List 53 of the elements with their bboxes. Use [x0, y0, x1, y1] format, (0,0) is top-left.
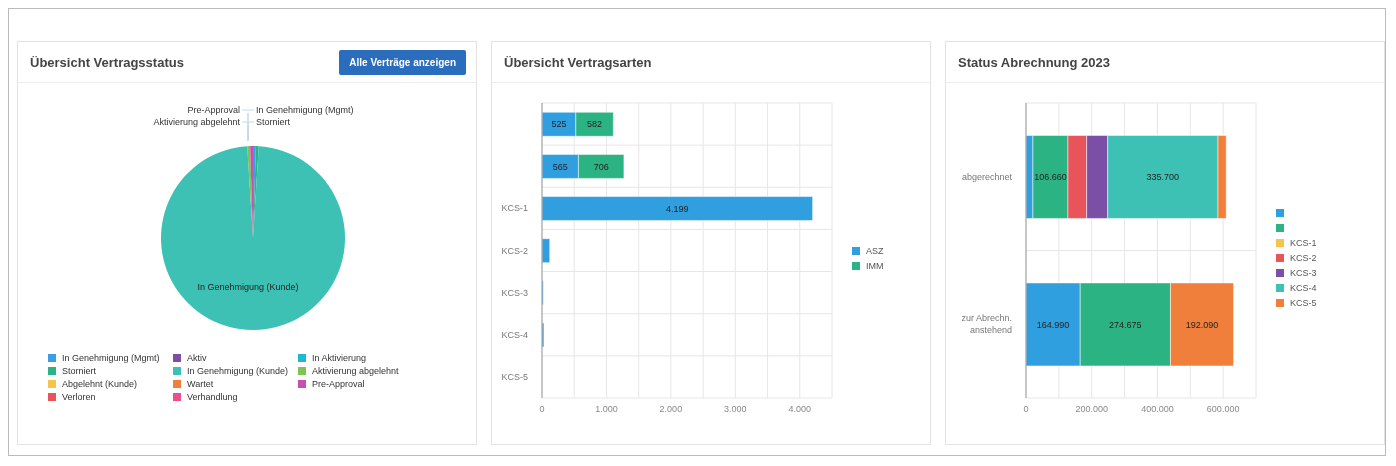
data-label: 164.990 — [1036, 319, 1070, 330]
data-label: 565 — [552, 161, 568, 172]
slice-label: In Genehmigung (Kunde) — [197, 282, 299, 293]
category-label: In Genehmigung (Mgmt) — [256, 105, 354, 115]
legend-label: KCS-4 — [1289, 283, 1317, 293]
x-tick-label: 3.000 — [724, 404, 747, 415]
legend-label: In Genehmigung (Kunde) — [186, 366, 290, 376]
x-tick-label: 1.000 — [595, 404, 618, 415]
x-tick-label: 0 — [1023, 404, 1029, 415]
legend-label: Wartet — [186, 379, 215, 389]
x-tick-label: 400.000 — [1141, 404, 1174, 415]
data-label: 335.700 — [1146, 172, 1180, 183]
legend-label: ASZ — [865, 245, 884, 256]
x-tick-label: 0 — [539, 404, 545, 415]
legend-label: Pre-Approval — [311, 379, 366, 389]
slice-label: Aktivierung abgelehnt — [153, 117, 241, 127]
data-label: 274.675 — [1109, 319, 1142, 330]
x-tick-label: 2.000 — [659, 404, 683, 415]
legend-label: Abgelehnt (Kunde) — [61, 379, 139, 389]
legend-label: Verloren — [61, 392, 97, 402]
slice-label: Pre-Approval — [187, 105, 240, 115]
legend-label: KCS-5 — [1289, 298, 1317, 308]
data-label: 192.090 — [1185, 319, 1219, 330]
y-tick-label: KCS-5 — [501, 371, 528, 382]
legend-label: IMM — [865, 260, 884, 271]
text: Alle Verträge anzeigen — [339, 49, 466, 75]
legend-label: KCS-1 — [1289, 238, 1317, 248]
x-tick-label: 4.000 — [788, 404, 812, 415]
chart-title: Status Abrechnung 2023 — [958, 54, 1110, 70]
legend-label: Storniert — [61, 366, 97, 376]
chart-title: Übersicht Vertragsarten — [504, 54, 652, 70]
legend-label: In Aktivierung — [311, 353, 368, 363]
y-tick-label: KCS-3 — [501, 287, 528, 298]
y-tick-label: abgerechnet — [961, 171, 1013, 182]
data-label: 4.199 — [666, 203, 689, 214]
data-label: 582 — [587, 119, 603, 130]
y-tick-label: KCS-4 — [501, 329, 528, 340]
y-tick-label: zur Abrechn. anstehend — [961, 313, 1012, 336]
legend-label: Verhandlung — [186, 392, 239, 402]
data-label: 525 — [551, 119, 567, 130]
category-label: Storniert — [256, 117, 291, 127]
data-label: 706 — [593, 161, 609, 172]
legend-label: In Genehmigung (Mgmt) — [61, 353, 161, 363]
legend-label: KCS-2 — [1289, 253, 1317, 263]
legend-label: Aktivierung abgelehnt — [311, 366, 400, 376]
chart-title: Übersicht Vertragsstatus — [30, 54, 184, 70]
y-tick-label: KCS-1 — [501, 203, 528, 214]
x-tick-label: 600.000 — [1206, 404, 1240, 415]
x-tick-label: 200.000 — [1075, 404, 1108, 415]
y-tick-label: KCS-2 — [501, 245, 528, 256]
data-label: 106.660 — [1034, 172, 1067, 183]
legend-label: KCS-3 — [1289, 268, 1317, 278]
legend-label: Aktiv — [186, 353, 208, 363]
